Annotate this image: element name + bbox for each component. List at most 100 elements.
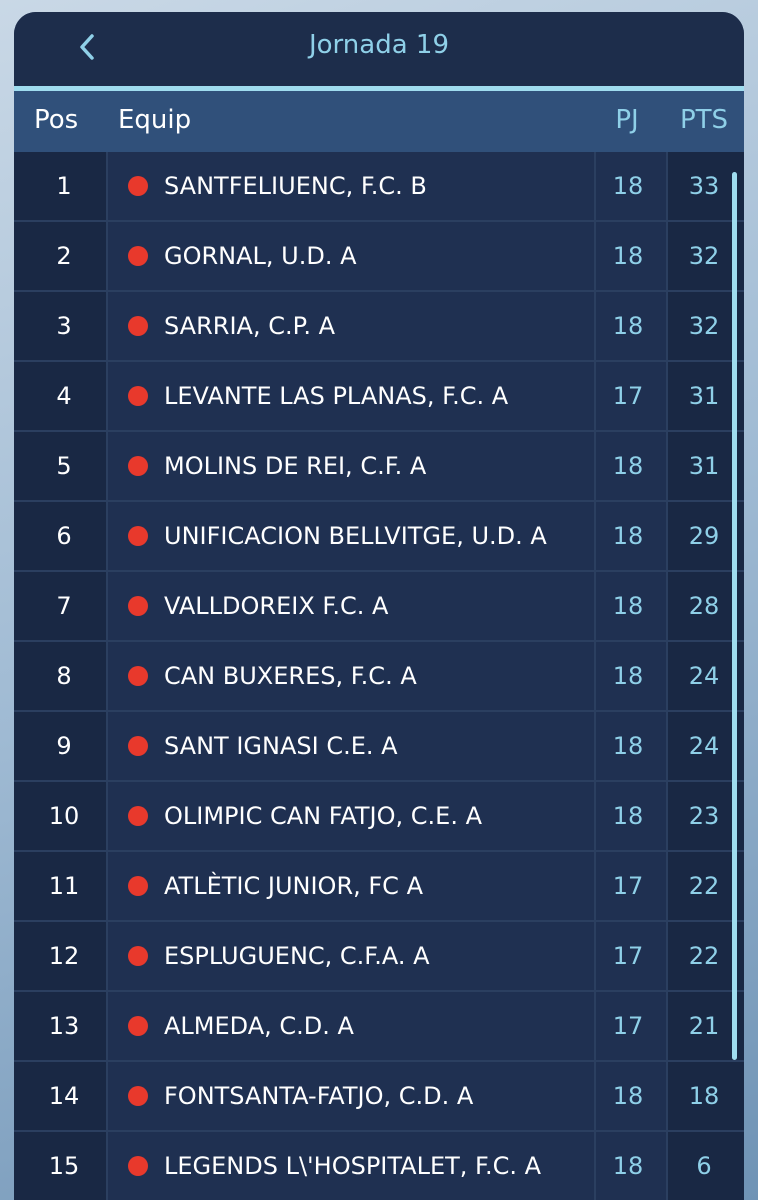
status-dot [128,1086,148,1106]
pts-cell: 22 [668,922,744,990]
games-played: 17 [612,872,644,900]
top-bar: Jornada 19 [14,12,744,86]
pts-cell: 21 [668,992,744,1060]
team-cell: VALLDOREIX F.C. A [108,572,594,640]
points: 22 [688,942,720,970]
games-played: 18 [612,522,644,550]
pj-cell: 18 [596,1132,666,1200]
points: 6 [696,1152,712,1180]
table-row: 13 ALMEDA, C.D. A 17 21 [14,992,744,1060]
pts-cell: 31 [668,362,744,430]
team-name: ESPLUGUENC, C.F.A. A [164,942,430,970]
games-played: 18 [612,802,644,830]
position: 3 [56,312,72,340]
points: 22 [688,872,720,900]
team-name: SARRIA, C.P. A [164,312,335,340]
pj-cell: 18 [596,502,666,570]
status-dot [128,876,148,896]
games-played: 18 [612,242,644,270]
team-name: ALMEDA, C.D. A [164,1012,354,1040]
status-dot [128,1156,148,1176]
points: 33 [688,172,720,200]
points: 29 [688,522,720,550]
pj-cell: 18 [596,152,666,220]
position: 15 [48,1152,80,1180]
status-dot [128,386,148,406]
position: 4 [56,382,72,410]
table-row: 10 OLIMPIC CAN FATJO, C.E. A 18 23 [14,782,744,850]
points: 28 [688,592,720,620]
team-name: FONTSANTA-FATJO, C.D. A [164,1082,474,1110]
team-cell: SARRIA, C.P. A [108,292,594,360]
pj-cell: 18 [596,1062,666,1130]
position: 9 [56,732,72,760]
team-cell: SANT IGNASI C.E. A [108,712,594,780]
team-name: LEGENDS L\'HOSPITALET, F.C. A [164,1152,542,1180]
table-row: 14 FONTSANTA-FATJO, C.D. A 18 18 [14,1062,744,1130]
games-played: 18 [612,592,644,620]
pts-cell: 24 [668,712,744,780]
games-played: 18 [612,732,644,760]
table-row: 9 SANT IGNASI C.E. A 18 24 [14,712,744,780]
team-name: ATLÈTIC JUNIOR, FC A [164,872,423,900]
pos-cell: 7 [14,572,106,640]
pos-cell: 12 [14,922,106,990]
pj-cell: 17 [596,992,666,1060]
points: 32 [688,312,720,340]
table-row: 2 GORNAL, U.D. A 18 32 [14,222,744,290]
pos-cell: 4 [14,362,106,430]
pts-cell: 6 [668,1132,744,1200]
team-cell: LEGENDS L\'HOSPITALET, F.C. A [108,1132,594,1200]
team-name: LEVANTE LAS PLANAS, F.C. A [164,382,509,410]
pos-cell: 3 [14,292,106,360]
games-played: 18 [612,1152,644,1180]
pts-cell: 28 [668,572,744,640]
status-dot [128,806,148,826]
pos-cell: 6 [14,502,106,570]
table-row: 8 CAN BUXERES, F.C. A 18 24 [14,642,744,710]
pj-cell: 18 [596,292,666,360]
team-cell: ATLÈTIC JUNIOR, FC A [108,852,594,920]
status-dot [128,596,148,616]
team-name: VALLDOREIX F.C. A [164,592,389,620]
col-pos: Pos [34,105,79,135]
games-played: 18 [612,312,644,340]
pj-cell: 18 [596,432,666,500]
pj-cell: 18 [596,782,666,850]
pos-cell: 14 [14,1062,106,1130]
team-cell: LEVANTE LAS PLANAS, F.C. A [108,362,594,430]
position: 7 [56,592,72,620]
status-dot [128,666,148,686]
team-name: CAN BUXERES, F.C. A [164,662,417,690]
team-name: SANTFELIUENC, F.C. B [164,172,427,200]
position: 5 [56,452,72,480]
team-name: SANT IGNASI C.E. A [164,732,398,760]
col-team: Equip [118,105,192,135]
pj-cell: 17 [596,362,666,430]
games-played: 18 [612,172,644,200]
standings-card: Jornada 19 Pos Equip PJ PTS 1 SANTFELIUEN… [14,12,744,1200]
pts-cell: 29 [668,502,744,570]
pts-cell: 22 [668,852,744,920]
points: 31 [688,382,720,410]
team-cell: OLIMPIC CAN FATJO, C.E. A [108,782,594,850]
points: 24 [688,662,720,690]
team-cell: MOLINS DE REI, C.F. A [108,432,594,500]
table-row: 12 ESPLUGUENC, C.F.A. A 17 22 [14,922,744,990]
team-name: UNIFICACION BELLVITGE, U.D. A [164,522,547,550]
points: 31 [688,452,720,480]
status-dot [128,946,148,966]
position: 12 [48,942,80,970]
table-row: 6 UNIFICACION BELLVITGE, U.D. A 18 29 [14,502,744,570]
table-row: 1 SANTFELIUENC, F.C. B 18 33 [14,152,744,220]
pj-cell: 18 [596,642,666,710]
title: Jornada 19 [308,30,449,60]
status-dot [128,736,148,756]
position: 10 [48,802,80,830]
back-button[interactable] [76,32,100,64]
status-dot [128,176,148,196]
position: 13 [48,1012,80,1040]
team-name: MOLINS DE REI, C.F. A [164,452,427,480]
pos-cell: 15 [14,1132,106,1200]
